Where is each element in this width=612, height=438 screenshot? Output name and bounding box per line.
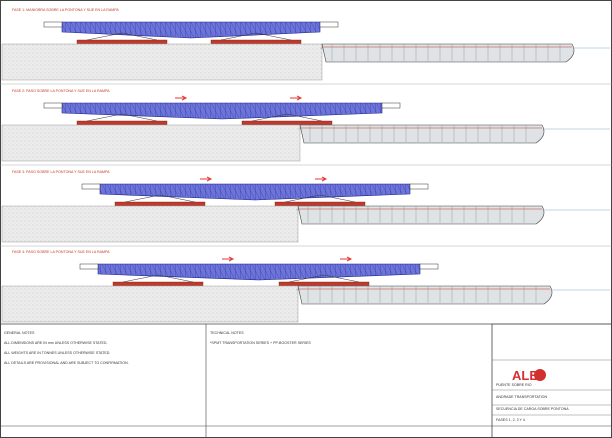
ground	[1, 124, 301, 162]
direction-arrow	[222, 256, 235, 262]
support-tower	[288, 274, 360, 283]
stage-label: FASE 1: MANIOBRA SOBRE LA PONTONA Y SUE …	[12, 8, 119, 12]
notes-title: GENERAL NOTES	[4, 331, 35, 335]
stage-label: FASE 4: PASO SOBRE LA PONTONA Y SUE EN L…	[12, 250, 110, 254]
company-logo: ALE	[512, 368, 538, 383]
spmt-trailer	[76, 120, 168, 125]
spmt-trailer	[241, 120, 333, 125]
barge	[299, 124, 545, 144]
direction-arrow	[175, 95, 188, 101]
note-item: ALL DIMENSIONS ARE IN mm UNLESS OTHERWIS…	[4, 341, 108, 345]
client: ANDRADE TRANSPORTATION	[496, 395, 547, 399]
bridge-girder	[99, 183, 411, 201]
end-block	[79, 263, 99, 270]
end-block	[409, 183, 429, 190]
drawing-title: SECUENCIA DE CARGA SOBRE PONTONA	[496, 407, 569, 411]
end-block	[419, 263, 439, 270]
end-block	[43, 21, 63, 28]
spmt-trailer	[274, 201, 366, 206]
notes-title: TECHNICAL NOTES	[210, 331, 244, 335]
support-tower	[284, 194, 356, 203]
project: PUENTE SOBRE RIO	[496, 383, 532, 387]
end-block	[81, 183, 101, 190]
title-block: ALE PUENTE SOBRE RIO ANDRADE TRANSPORTAT…	[491, 323, 612, 438]
support-tower	[124, 194, 196, 203]
note-item: ALL WEIGHTS ARE IN TONNES UNLESS OTHERWI…	[4, 351, 110, 355]
stage-label: FASE 2: PASO SOBRE LA PONTONA Y SUE EN L…	[12, 89, 110, 93]
barge	[321, 43, 575, 63]
bridge-girder	[61, 21, 321, 39]
support-tower	[122, 274, 194, 283]
end-block	[319, 21, 339, 28]
spmt-trailer	[76, 39, 168, 44]
ground	[1, 285, 299, 323]
barge	[297, 205, 545, 225]
support-tower	[86, 32, 158, 41]
spmt-trailer	[112, 281, 204, 286]
spmt-trailer	[210, 39, 302, 44]
support-tower	[220, 32, 292, 41]
bridge-girder	[61, 102, 383, 120]
support-tower	[251, 113, 323, 122]
spmt-trailer	[114, 201, 206, 206]
barge	[297, 285, 553, 305]
support-tower	[86, 113, 158, 122]
spmt-trailer	[278, 281, 370, 286]
stage-panel: FASE 1: MANIOBRA SOBRE LA PONTONA Y SUE …	[0, 8, 612, 85]
end-block	[381, 102, 401, 109]
direction-arrow	[290, 95, 303, 101]
note-item: *SPMT TRANSPORTATION SERIES + PP-BOOSTER…	[210, 341, 311, 345]
stage-panel: FASE 4: PASO SOBRE LA PONTONA Y SUE EN L…	[1, 250, 610, 323]
bridge-girder	[97, 263, 421, 281]
direction-arrow	[200, 176, 213, 182]
stage-label: FASE 3: PASO SOBRE LA PONTONA Y SUE EN L…	[12, 170, 110, 174]
ground	[1, 43, 323, 81]
end-block	[43, 102, 63, 109]
note-item: ALL DETAILS ARE PROVISIONAL AND ARE SUBJ…	[4, 361, 129, 365]
stage-panel: FASE 3: PASO SOBRE LA PONTONA Y SUE EN L…	[0, 170, 612, 247]
stage-panel: FASE 2: PASO SOBRE LA PONTONA Y SUE EN L…	[0, 89, 612, 166]
ground	[1, 205, 299, 243]
drawing-subtitle: FASES 1, 2, 3 Y 4	[496, 418, 525, 422]
direction-arrow	[315, 176, 328, 182]
direction-arrow	[340, 256, 353, 262]
